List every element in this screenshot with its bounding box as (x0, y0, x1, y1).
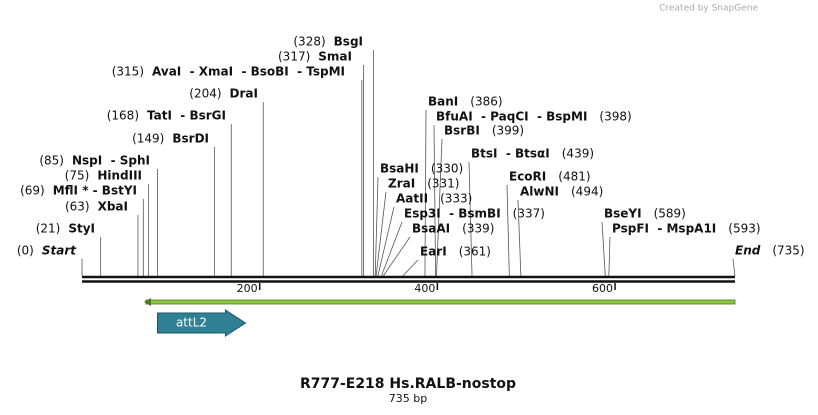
enzyme-name: Esp3I - BsmBI (404, 207, 501, 221)
enzyme-name: Start (42, 244, 77, 258)
enzyme-name: BsaAI (412, 222, 450, 236)
cut-site (424, 109, 427, 277)
enzyme-name: TatI - BsrGI (147, 109, 226, 123)
enzyme-name: HindIII (97, 169, 142, 183)
cut-position: (337) (513, 207, 545, 221)
feature-label: attL2 (176, 316, 207, 330)
cut-site (433, 124, 436, 277)
enzyme-name: EcoRI (509, 170, 546, 184)
cut-site (468, 161, 473, 277)
cut-position: (168) (107, 109, 139, 123)
cut-site (601, 221, 606, 277)
title: R777-E218 Hs.RALB-nostop (300, 376, 516, 392)
enzyme-name: AvaI - XmaI - BsoBI - TspMI (152, 65, 345, 79)
cut-position: (361) (459, 245, 491, 259)
enzyme-name: BsaHI (380, 162, 419, 176)
cut-position: (21) (36, 222, 61, 236)
cut-position: (63) (65, 200, 90, 214)
ruler-label: 200 (237, 282, 258, 295)
cut-position: (399) (492, 124, 524, 138)
enzyme-name: DraI (230, 87, 258, 101)
cut-site (381, 221, 403, 277)
cut-site (377, 206, 395, 277)
cut-position: (315) (112, 65, 144, 79)
cut-position: (85) (39, 154, 64, 168)
credit: Created by SnapGene (659, 4, 758, 14)
feature-arrow (157, 309, 247, 337)
cut-position: (398) (599, 110, 631, 124)
ruler-label: 400 (414, 282, 435, 295)
cut-position: (481) (558, 170, 590, 184)
cut-site (436, 138, 443, 277)
enzyme-name: End (735, 244, 761, 258)
enzyme-name: BseYI (604, 207, 642, 221)
enzyme-name: AlwNI (520, 185, 559, 199)
cut-position: (331) (427, 177, 459, 191)
cut-position: (333) (440, 192, 472, 206)
enzyme-name: BsgI (334, 35, 363, 49)
enzyme-name: MflI * - BstYI (53, 184, 137, 198)
enzyme-name: ZraI (388, 177, 415, 191)
cut-position: (317) (278, 50, 310, 64)
cut-site (517, 199, 522, 277)
cut-position: (69) (20, 184, 45, 198)
cut-site (382, 236, 411, 277)
enzyme-name: BanI (428, 95, 458, 109)
enzyme-name: EarI (420, 245, 447, 259)
enzyme-name: PspFI - MspA1I (612, 222, 716, 236)
cut-position: (589) (654, 207, 686, 221)
cut-position: (386) (470, 95, 502, 109)
enzyme-name: BsrDI (172, 132, 209, 146)
enzyme-name: BsrBI (444, 124, 480, 138)
cut-position: (204) (189, 87, 221, 101)
cut-position: (339) (462, 222, 494, 236)
enzyme-name: StyI (68, 222, 95, 236)
primer (145, 299, 736, 305)
enzyme-name: XbaI (98, 200, 128, 214)
cut-site (402, 259, 419, 277)
cut-site (374, 176, 379, 277)
enzyme-name: SmaI (318, 50, 352, 64)
cut-position: (494) (571, 185, 603, 199)
enzyme-name: BtsI - BtsαI (471, 147, 550, 161)
cut-site (375, 191, 387, 277)
cut-position: (75) (65, 169, 90, 183)
cut-position: (0) (17, 244, 34, 258)
enzyme-name: NspI - SphI (72, 154, 150, 168)
cut-position: (149) (132, 132, 164, 146)
cut-site (608, 236, 611, 277)
primer-head (143, 298, 151, 306)
cut-site (732, 258, 736, 277)
cut-position: (330) (431, 162, 463, 176)
cut-position: (439) (562, 147, 594, 161)
enzyme-name: AatII (396, 192, 428, 206)
enzyme-name: BfuAI - PaqCI - BspMI (436, 110, 587, 124)
cut-position: (593) (728, 222, 760, 236)
ruler-label: 600 (592, 282, 613, 295)
cut-position: (735) (772, 244, 804, 258)
cut-site (506, 184, 510, 277)
cut-position: (328) (293, 35, 325, 49)
size: 735 bp (389, 392, 427, 405)
